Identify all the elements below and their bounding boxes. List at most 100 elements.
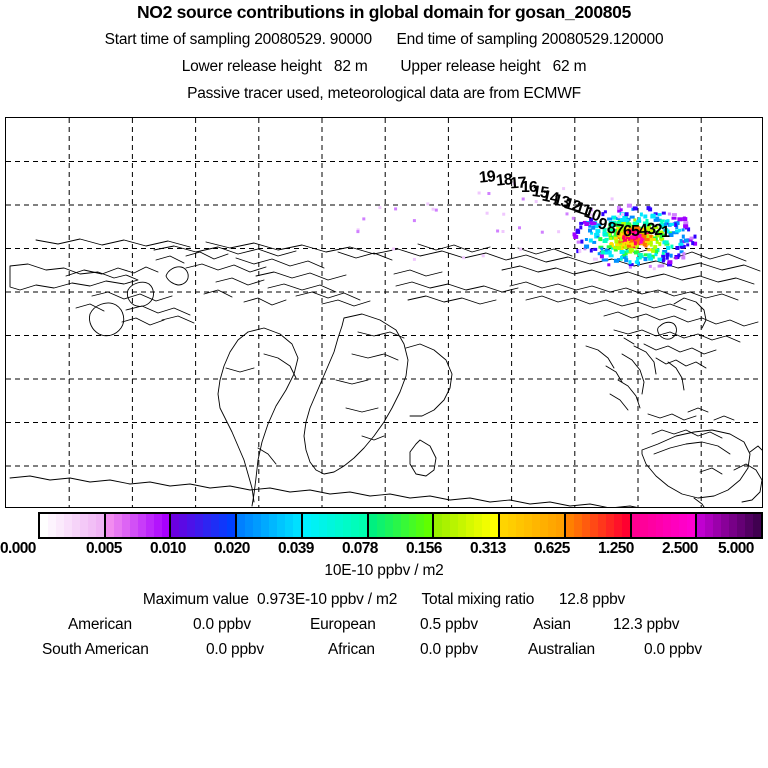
plume-cell	[575, 228, 580, 233]
trajectory-hour-label: 16	[521, 179, 538, 196]
plume-cell	[580, 239, 584, 244]
plume-cell	[646, 225, 650, 230]
plume-cell	[378, 206, 382, 210]
plume-cell	[687, 227, 691, 232]
colorbar-step	[679, 514, 688, 537]
plume-cell	[626, 233, 632, 237]
plume-cell	[613, 222, 619, 227]
plume-cell	[621, 213, 624, 216]
colorbar-step	[639, 514, 648, 537]
plume-cell	[666, 219, 670, 223]
plume-cell	[636, 219, 642, 223]
plume-cell	[675, 225, 679, 230]
colorbar-segment	[631, 514, 698, 537]
plume-cell	[583, 247, 587, 251]
plume-cell	[521, 197, 525, 201]
plume-cell	[588, 238, 593, 243]
plume-cell	[653, 226, 659, 230]
colorbar-segment	[171, 514, 238, 537]
plume-cell	[654, 237, 658, 241]
plume-cell	[649, 234, 653, 238]
plume-cell	[624, 258, 629, 263]
plume-cell	[639, 240, 645, 244]
colorbar-step	[195, 514, 204, 537]
plume-cell	[686, 243, 690, 247]
plume-cell	[660, 221, 664, 225]
map-graphics	[6, 118, 762, 507]
plume-cell	[626, 222, 632, 227]
colorbar-segment	[40, 514, 106, 537]
plume-cell	[639, 228, 645, 232]
plume-cell	[657, 213, 662, 217]
plume-cell	[608, 221, 614, 226]
plume-cell	[652, 267, 656, 271]
colorbar-step	[458, 514, 467, 537]
plume-cell	[606, 245, 612, 249]
plume-cell	[616, 217, 621, 220]
plume-cell	[659, 234, 663, 239]
plume-cell	[599, 254, 604, 259]
colorbar-step	[277, 514, 286, 537]
colorbar-step	[326, 514, 335, 537]
plume-cell	[592, 257, 598, 261]
plume-cell	[613, 237, 618, 241]
colorbar[interactable]	[38, 512, 763, 539]
colorbar-step	[737, 514, 746, 537]
colorbar-step	[40, 514, 48, 537]
plume-cell	[572, 232, 577, 237]
plume-cell	[675, 246, 680, 250]
colorbar-step	[589, 514, 598, 537]
plume-cell	[655, 232, 659, 237]
plume-cell	[592, 240, 597, 244]
plume-cell	[638, 254, 642, 259]
stats-cell: Australian	[528, 641, 595, 658]
colorbar-tick-label: 0.156	[406, 540, 442, 557]
plume-cell	[648, 222, 652, 226]
plume-cell	[674, 223, 678, 227]
colorbar-step	[450, 514, 459, 537]
plume-cell	[600, 250, 605, 255]
plume-cell	[667, 260, 673, 265]
plume-cell	[681, 234, 685, 239]
colorbar-step	[631, 514, 640, 537]
colorbar-step	[581, 514, 590, 537]
plume-cell	[610, 224, 614, 229]
colorbar-step	[573, 514, 582, 537]
colorbar-step	[434, 514, 443, 537]
plume-cell	[667, 262, 672, 267]
stats-cell: 0.0 ppbv	[193, 616, 251, 633]
colorbar-tick-label: 0.005	[86, 540, 122, 557]
colorbar-tick-labels: 0.000 0.005 0.010 0.020 0.039 0.078 0.156 0.313…	[0, 540, 768, 560]
stats-cell: 0.0 ppbv	[420, 641, 478, 658]
plume-cell	[628, 226, 632, 230]
plume-cell	[647, 241, 653, 244]
plume-cell	[412, 257, 416, 261]
plume-cell	[636, 256, 640, 261]
plume-cell	[518, 226, 521, 230]
colorbar-step	[55, 514, 64, 537]
plume-cell	[589, 217, 594, 222]
colorbar-step	[285, 514, 293, 537]
global-map-plot[interactable]: 19 18 17 16 15 14 13 12 11 10 9 8 7 6 5 4 3 2 1	[5, 117, 763, 508]
plume-cell	[614, 239, 619, 244]
plume-cell	[666, 246, 671, 250]
plume-cell	[661, 251, 665, 255]
plume-cell	[610, 243, 614, 248]
plume-cell	[635, 239, 640, 244]
plume-cell	[394, 207, 398, 211]
plume-cell	[619, 228, 624, 233]
plume-cell	[610, 226, 614, 230]
plume-cell	[623, 218, 629, 222]
plume-cell	[487, 192, 491, 195]
colorbar-step	[532, 514, 540, 537]
plume-cell	[659, 230, 664, 234]
plume-cell	[649, 231, 653, 235]
plume-cell	[557, 230, 561, 234]
plume-cell	[628, 248, 634, 253]
colorbar-step	[565, 514, 574, 537]
plume-cell	[622, 235, 625, 240]
colorbar-step	[408, 514, 417, 537]
plume-cell	[496, 229, 500, 233]
plume-concentration-field	[356, 182, 698, 271]
plume-cell	[626, 203, 632, 208]
